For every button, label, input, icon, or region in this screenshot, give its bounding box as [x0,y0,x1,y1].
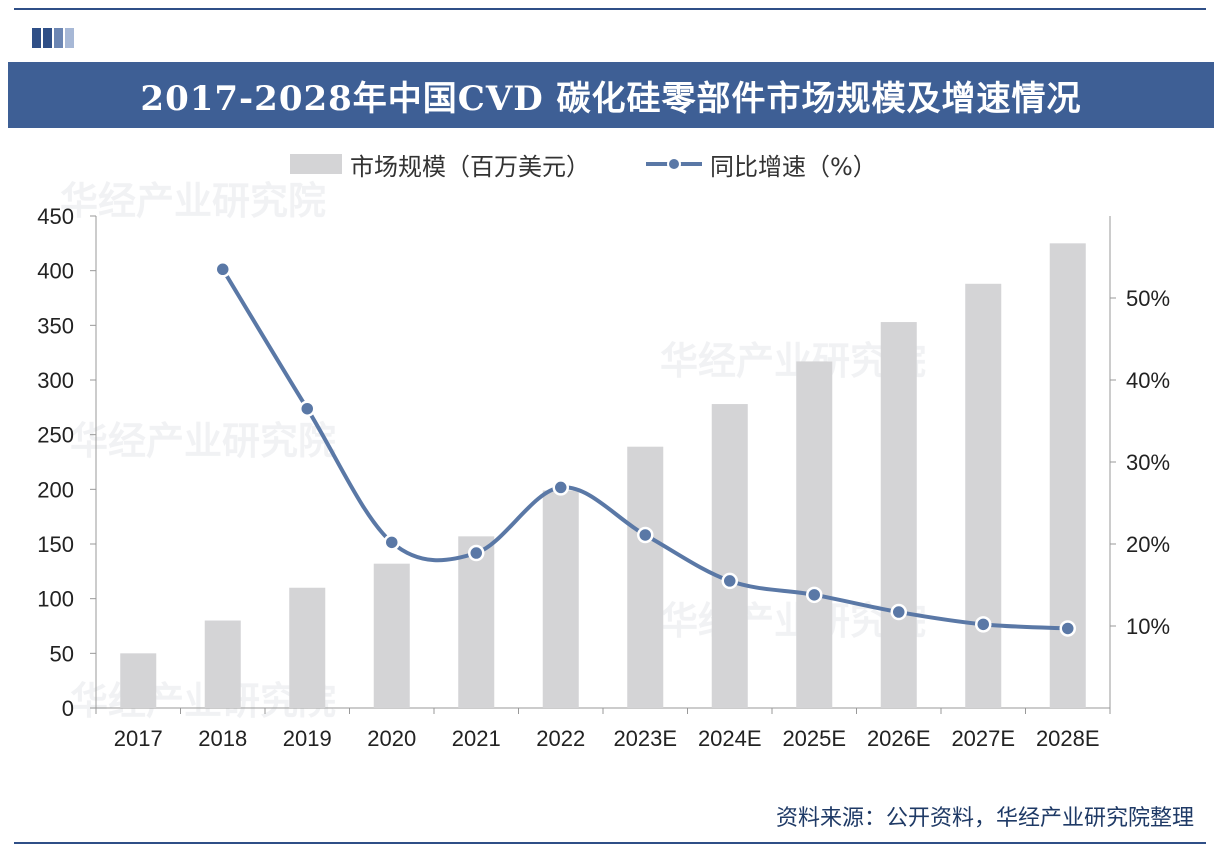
bar [965,283,1002,708]
left-tick-label: 50 [50,641,74,666]
bar [1049,243,1086,709]
left-tick-label: 0 [62,696,74,721]
x-tick-label: 2022 [536,726,585,751]
bar [627,446,664,708]
right-tick-label: 50% [1126,286,1170,311]
x-tick-label: 2020 [367,726,416,751]
growth-point [468,544,485,562]
legend-bar-swatch [290,154,342,174]
legend-bar-label: 市场规模（百万美元） [350,152,590,181]
left-tick-label: 150 [37,532,74,557]
left-tick-label: 400 [37,259,74,284]
x-tick-label: 2026E [867,726,931,751]
chart-frame [14,8,1206,844]
x-tick-label: 2021 [452,726,501,751]
x-tick-label: 2027E [951,726,1015,751]
x-tick-label: 2018 [198,726,247,751]
growth-point [721,572,738,590]
growth-point [975,616,992,633]
watermark: 华经产业研究院 [60,179,327,223]
x-tick-label: 2025E [782,726,846,751]
right-tick-label: 20% [1126,532,1170,557]
bar [711,404,748,708]
right-tick-label: 30% [1126,450,1170,475]
left-tick-label: 200 [37,477,74,502]
logo-icon [32,28,74,48]
x-tick-label: 2024E [698,726,762,751]
growth-point [806,586,823,604]
x-tick-label: 2023E [613,726,677,751]
left-tick-label: 350 [37,313,74,338]
bar [289,587,326,708]
bar [204,620,241,708]
title-banner: 2017-2028年中国CVD 碳化硅零部件市场规模及增速情况 [8,62,1214,128]
right-tick-label: 40% [1126,368,1170,393]
growth-point [552,479,569,496]
growth-point [1059,620,1076,637]
left-tick-label: 450 [37,204,74,229]
left-tick-label: 250 [37,423,74,448]
growth-point [890,603,907,621]
bar [120,653,157,708]
bar [796,361,833,708]
growth-point [383,534,400,551]
legend-line-swatch [646,157,702,171]
bar [458,536,495,708]
left-tick-label: 300 [37,368,74,393]
left-tick-label: 100 [37,587,74,612]
growth-line [221,268,1068,631]
chart-title: 2017-2028年中国CVD 碳化硅零部件市场规模及增速情况 [140,78,1082,119]
x-tick-label: 2019 [283,726,332,751]
bar [542,490,579,708]
bar [373,563,410,708]
bar [880,322,917,708]
x-tick-label: 2028E [1036,726,1100,751]
legend: 市场规模（百万美元） 同比增速（%） [290,144,877,184]
growth-point [637,526,654,544]
legend-line-label: 同比增速（%） [710,152,877,181]
x-tick-label: 2017 [114,726,163,751]
growth-point [299,400,316,417]
source-note: 资料来源：公开资料，华经产业研究院整理 [775,806,1194,831]
watermark: 华经产业研究院 [70,419,337,463]
growth-point [214,261,231,278]
right-tick-label: 10% [1126,614,1170,639]
